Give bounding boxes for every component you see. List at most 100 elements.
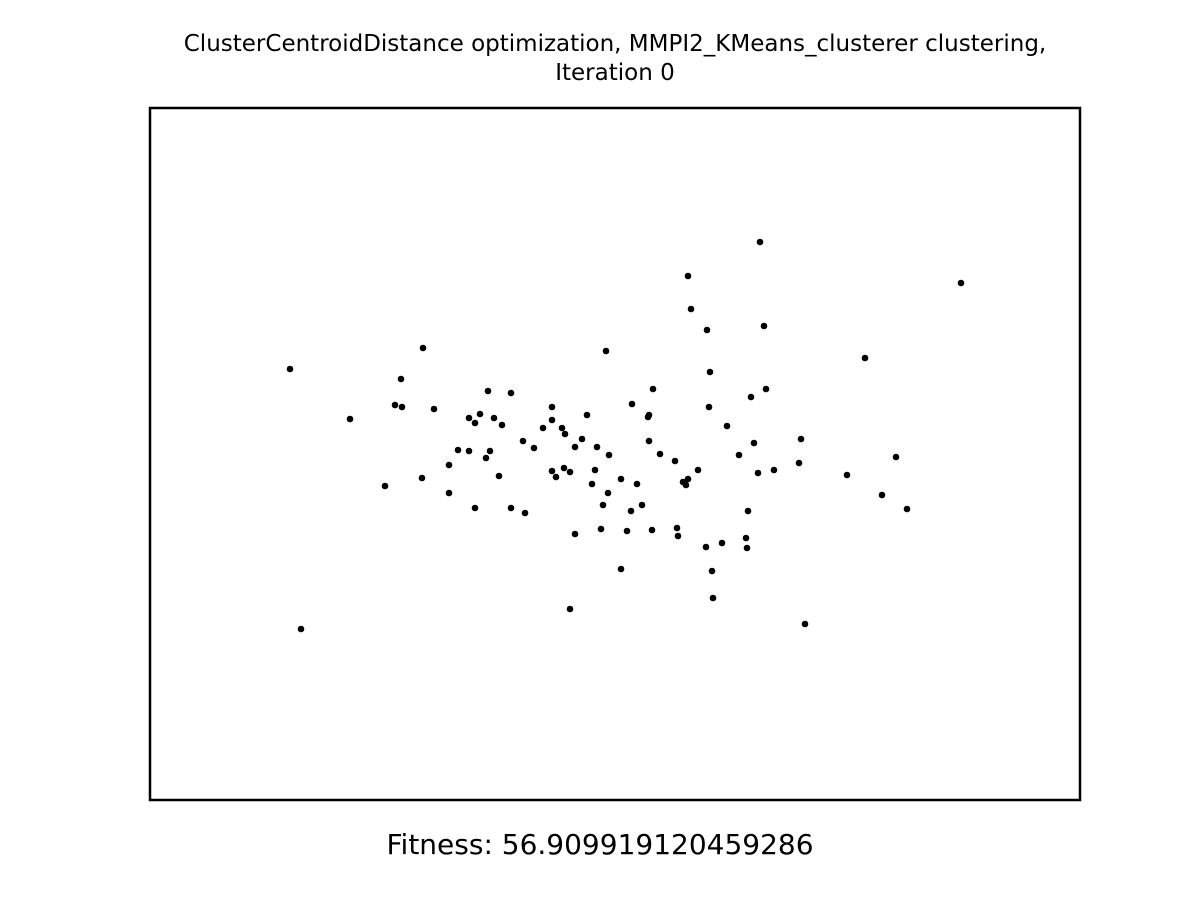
data-point-95 [617, 565, 625, 573]
data-point-5 [760, 322, 768, 330]
data-point-81 [521, 509, 529, 517]
data-point-18 [398, 403, 406, 411]
data-point-52 [482, 454, 490, 462]
data-point-65 [418, 474, 426, 482]
data-point-49 [656, 450, 664, 458]
data-point-0 [756, 238, 764, 246]
plot-frame [148, 106, 1082, 802]
data-point-36 [561, 430, 569, 438]
data-point-78 [638, 501, 646, 509]
data-point-82 [627, 507, 635, 515]
data-point-38 [519, 437, 527, 445]
data-point-47 [593, 443, 601, 451]
data-point-44 [486, 447, 494, 455]
data-point-9 [861, 354, 869, 362]
data-point-94 [743, 544, 751, 552]
data-point-21 [628, 400, 636, 408]
data-point-92 [718, 539, 726, 547]
data-point-35 [723, 422, 731, 430]
data-point-79 [471, 504, 479, 512]
data-point-63 [495, 472, 503, 480]
data-point-77 [599, 501, 607, 509]
data-point-97 [709, 594, 717, 602]
data-point-61 [795, 459, 803, 467]
data-point-96 [708, 567, 716, 575]
data-point-31 [558, 424, 566, 432]
data-point-57 [566, 468, 574, 476]
data-point-16 [747, 393, 755, 401]
data-point-62 [754, 469, 762, 477]
data-point-46 [571, 443, 579, 451]
data-point-43 [465, 447, 473, 455]
chart-title-line-2: Iteration 0 [555, 60, 675, 86]
data-point-75 [604, 489, 612, 497]
data-point-22 [705, 403, 713, 411]
data-point-86 [623, 527, 631, 535]
data-point-72 [843, 471, 851, 479]
data-point-3 [687, 305, 695, 313]
data-point-45 [530, 444, 538, 452]
data-point-12 [649, 385, 657, 393]
data-point-84 [903, 505, 911, 513]
data-point-59 [694, 466, 702, 474]
data-point-48 [605, 451, 613, 459]
data-point-67 [684, 475, 692, 483]
data-point-99 [801, 620, 809, 628]
data-point-93 [702, 543, 710, 551]
data-point-40 [797, 435, 805, 443]
data-point-91 [742, 534, 750, 542]
data-point-56 [548, 467, 556, 475]
data-point-34 [644, 413, 652, 421]
data-point-7 [419, 344, 427, 352]
data-point-10 [706, 368, 714, 376]
data-point-98 [566, 605, 574, 613]
data-point-85 [597, 525, 605, 533]
data-point-51 [892, 453, 900, 461]
data-point-17 [391, 401, 399, 409]
data-point-83 [744, 507, 752, 515]
data-point-4 [703, 326, 711, 334]
data-point-41 [750, 439, 758, 447]
data-point-39 [645, 437, 653, 445]
data-point-100 [297, 625, 305, 633]
chart-title-line-1: ClusterCentroidDistance optimization, MM… [183, 31, 1047, 57]
data-point-80 [507, 504, 515, 512]
data-point-69 [588, 480, 596, 488]
data-point-29 [498, 421, 506, 429]
data-point-58 [591, 466, 599, 474]
data-point-30 [548, 416, 556, 424]
chart-title: ClusterCentroidDistance optimization, MM… [0, 30, 1200, 88]
data-point-89 [571, 530, 579, 538]
data-point-53 [671, 457, 679, 465]
data-point-70 [633, 480, 641, 488]
fitness-label: Fitness: 56.909919120459286 [386, 828, 814, 861]
data-point-71 [682, 481, 690, 489]
data-point-60 [770, 466, 778, 474]
data-point-26 [476, 410, 484, 418]
data-point-2 [957, 279, 965, 287]
data-point-23 [583, 411, 591, 419]
data-point-42 [454, 446, 462, 454]
data-point-66 [617, 475, 625, 483]
data-point-50 [735, 451, 743, 459]
data-point-32 [539, 424, 547, 432]
data-point-64 [552, 473, 560, 481]
data-point-37 [578, 435, 586, 443]
data-point-24 [346, 415, 354, 423]
data-point-19 [430, 405, 438, 413]
data-point-76 [878, 491, 886, 499]
data-point-1 [684, 272, 692, 280]
data-point-90 [674, 532, 682, 540]
data-point-25 [465, 414, 473, 422]
data-point-15 [507, 389, 515, 397]
data-point-11 [397, 375, 405, 383]
data-point-88 [673, 524, 681, 532]
data-point-6 [602, 347, 610, 355]
data-point-73 [381, 482, 389, 490]
data-point-20 [548, 403, 556, 411]
data-point-74 [445, 489, 453, 497]
data-point-13 [762, 385, 770, 393]
data-point-87 [648, 526, 656, 534]
data-point-54 [445, 461, 453, 469]
